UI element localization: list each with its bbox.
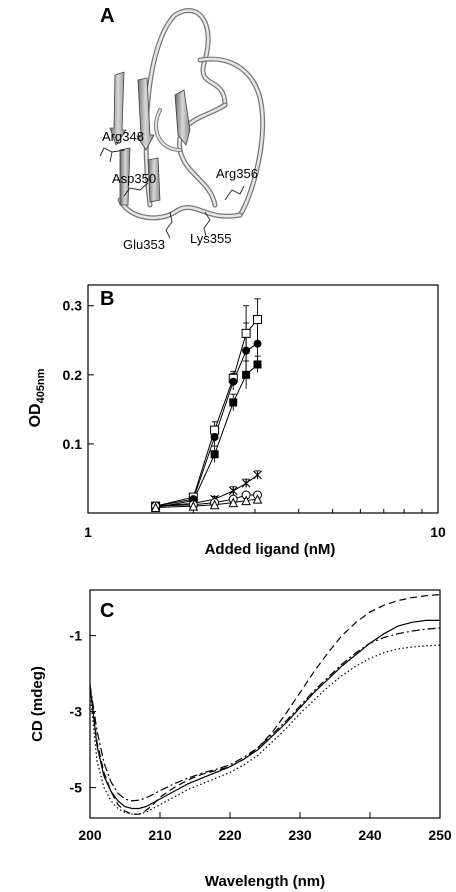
y-tick-label: -3 [70, 704, 83, 720]
panel-c: C -1 -3 -5 200 210 220 230 240 250 Wavelength (n… [29, 589, 452, 890]
data-point-open-triangle [241, 495, 251, 506]
series-line-solid [89, 619, 440, 810]
y-axis-title: CD (mdeg) [29, 666, 46, 742]
data-point-asterisk [228, 486, 238, 496]
data-point-filled-square [210, 450, 219, 459]
residue-label: Lys355 [190, 231, 231, 246]
data-point-open-square [253, 315, 263, 325]
x-tick-label: 250 [428, 827, 452, 843]
axis-ticks [87, 305, 439, 513]
y-tick-label: 0.2 [63, 367, 83, 383]
data-point-filled-square [242, 370, 251, 379]
x-tick-label: 230 [288, 827, 312, 843]
y-axis-title-sub: 405nm [35, 368, 47, 403]
tick-labels: -1 -3 -5 200 210 220 230 240 250 [70, 628, 452, 843]
residue-label: Arg356 [216, 166, 258, 181]
data-point-open-triangle [228, 497, 239, 508]
x-tick-label: 1 [84, 524, 92, 540]
panel-a: A Arg348 [99, 5, 266, 252]
residue-label: Glu353 [123, 237, 165, 252]
series-line [155, 343, 258, 507]
panel-letter: B [100, 288, 114, 310]
data-point-open-triangle [188, 500, 199, 511]
x-tick-label: 210 [148, 827, 172, 843]
data-point-filled-circle [229, 377, 238, 386]
data-point-filled-circle [253, 339, 262, 348]
tick-labels: 0.1 0.2 0.3 1 10 [63, 298, 446, 540]
series-lines [89, 593, 441, 815]
data-point-asterisk [241, 478, 251, 488]
x-tick-label: 220 [218, 827, 242, 843]
data-point-filled-circle [242, 346, 251, 355]
panel-b: B 0.1 0.2 0.3 1 10 Added ligand (nM) OD405nm [27, 284, 446, 558]
data-point-filled-square [253, 360, 262, 369]
plot-frame [89, 589, 441, 819]
data-point-open-square [210, 425, 220, 435]
y-tick-label: 0.3 [63, 298, 83, 314]
x-axis-title: Wavelength (nm) [205, 873, 325, 890]
data-markers [150, 315, 263, 512]
y-axis-title-main: OD [27, 403, 44, 427]
series-line-dashed [89, 593, 441, 815]
data-point-open-triangle [209, 499, 220, 510]
panel-letter: C [100, 600, 114, 622]
data-point-open-square [241, 328, 251, 338]
y-tick-label: 0.1 [63, 436, 83, 452]
x-tick-label: 240 [358, 827, 382, 843]
data-point-asterisk [253, 470, 262, 480]
data-point-filled-circle [210, 433, 219, 441]
y-axis-title: OD405nm [27, 368, 47, 427]
axis-ticks [89, 635, 441, 818]
series-line-dash-dot [89, 627, 441, 802]
data-point-filled-square [229, 398, 238, 407]
panel-a-letter: A [100, 5, 114, 27]
beta-strands [109, 71, 191, 206]
residue-label: Arg348 [102, 129, 144, 144]
x-tick-label: 10 [430, 524, 446, 540]
series-line-dotted [89, 644, 441, 815]
y-tick-label: -1 [70, 628, 83, 644]
x-axis-title: Added ligand (nM) [205, 541, 336, 558]
side-chains [99, 147, 245, 239]
series-line [155, 319, 258, 507]
data-point-open-triangle [150, 502, 161, 512]
x-tick-label: 200 [78, 827, 102, 843]
plot-frame [87, 284, 439, 514]
y-tick-label: -5 [70, 780, 83, 796]
residue-label: Asp350 [112, 171, 156, 186]
data-point-open-triangle [252, 494, 263, 504]
